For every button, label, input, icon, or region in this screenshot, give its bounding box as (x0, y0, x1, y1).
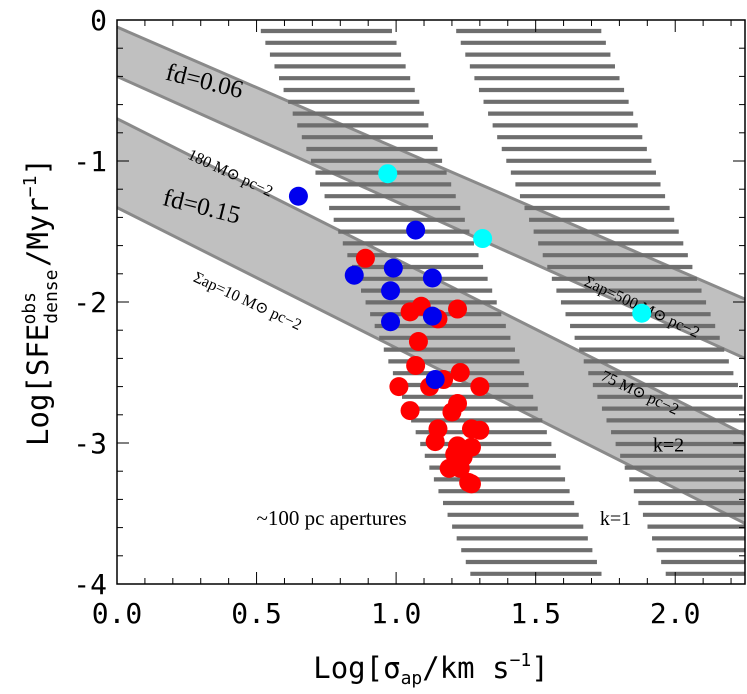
y-tick-label: -2 (73, 286, 107, 319)
x-tick-label: 1.5 (510, 597, 561, 630)
point-red (461, 474, 481, 494)
data-points (288, 164, 652, 494)
y-tick-label: -4 (73, 568, 107, 601)
point-red (448, 299, 468, 319)
x-tick-label: 0.5 (231, 597, 282, 630)
point-red (425, 432, 445, 452)
point-red (442, 402, 462, 422)
point-blue (288, 186, 308, 206)
point-red (355, 248, 375, 268)
hatched-bands (260, 28, 745, 576)
point-cyan (632, 303, 652, 323)
annotation-k2: k=2 (653, 434, 684, 456)
axis-ticks: 0.0 0.5 1.0 1.5 2.0 0 -1 -2 -3 -4 (73, 4, 745, 630)
point-blue (425, 370, 445, 390)
x-tick-label: 2.0 (650, 597, 701, 630)
point-blue (381, 281, 401, 301)
x-tick-label: 0.0 (92, 597, 143, 630)
point-red (408, 331, 428, 351)
band-1 (117, 27, 745, 359)
x-axis-label: Log[σap/km s−1] (313, 650, 548, 689)
y-tick-label: -3 (73, 427, 107, 460)
point-cyan (378, 164, 398, 184)
y-tick-label: -1 (73, 145, 107, 178)
point-red (450, 458, 470, 478)
point-red (389, 377, 409, 397)
y-tick-label: 0 (90, 4, 107, 37)
point-blue (383, 258, 403, 278)
point-blue (406, 220, 426, 240)
point-red (470, 377, 490, 397)
point-blue (422, 306, 442, 326)
point-blue (381, 312, 401, 332)
band-2-lower-edge (117, 206, 745, 525)
point-blue (422, 268, 442, 288)
point-red (400, 401, 420, 421)
point-red (406, 355, 426, 375)
annotation-apert: ~100 pc apertures (257, 506, 407, 530)
y-axis-label: Log[SFEdenseobs/Myr−1] (19, 158, 62, 446)
x-tick-label: 1.0 (371, 597, 422, 630)
point-red (450, 363, 470, 382)
point-cyan (473, 229, 493, 249)
point-red (470, 420, 490, 440)
annotation-k1: k=1 (600, 508, 631, 530)
point-blue (344, 265, 364, 285)
